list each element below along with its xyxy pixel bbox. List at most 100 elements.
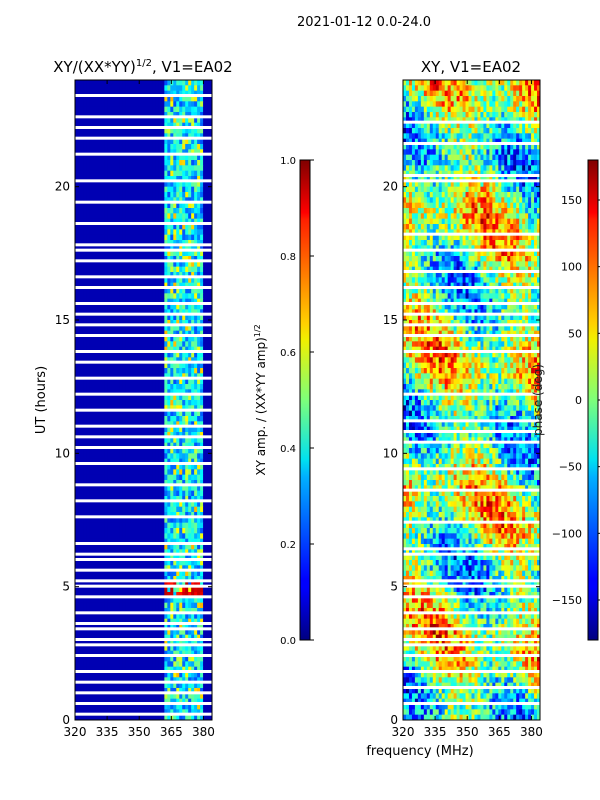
heatmap-cell xyxy=(176,522,180,529)
heatmap-cell xyxy=(131,410,135,417)
heatmap-cell xyxy=(149,581,153,588)
heatmap-cell xyxy=(176,549,180,556)
heatmap-cell xyxy=(155,560,159,566)
heatmap-cell xyxy=(197,85,201,92)
heatmap-cell xyxy=(179,640,183,646)
heatmap-cell xyxy=(75,592,79,598)
heatmap-cell xyxy=(164,389,168,396)
heatmap-cell xyxy=(200,117,204,124)
heatmap-cell xyxy=(188,602,192,609)
heatmap-cell xyxy=(146,128,150,134)
heatmap-cell xyxy=(98,378,103,385)
heatmap-cell xyxy=(152,400,156,406)
heatmap-cell xyxy=(167,160,171,166)
heatmap-cell xyxy=(152,240,156,246)
heatmap-cell xyxy=(110,645,115,652)
heatmap-cell xyxy=(77,405,82,412)
heatmap-cell xyxy=(173,421,177,428)
heatmap-cell xyxy=(194,405,198,412)
heatmap-cell xyxy=(191,618,195,625)
heatmap-cell xyxy=(176,229,180,236)
heatmap-cell xyxy=(77,128,82,134)
heatmap-cell xyxy=(176,389,180,396)
heatmap-cell xyxy=(89,512,94,518)
heatmap-cell xyxy=(86,517,91,524)
heatmap-cell xyxy=(197,528,201,534)
heatmap-cell xyxy=(98,416,103,422)
heatmap-cell xyxy=(194,501,198,508)
heatmap-cell xyxy=(86,448,91,454)
heatmap-cell xyxy=(203,208,207,214)
heatmap-cell xyxy=(83,416,88,422)
heatmap-cell xyxy=(80,170,85,177)
heatmap-cell xyxy=(77,384,82,390)
heatmap-cell xyxy=(191,389,195,396)
heatmap-cell xyxy=(107,565,112,572)
heatmap-cell xyxy=(113,421,118,428)
heatmap-cell xyxy=(86,640,91,646)
heatmap-cell xyxy=(149,186,153,193)
heatmap-cell xyxy=(77,357,82,364)
heatmap-cell xyxy=(80,117,85,124)
heatmap-cell xyxy=(116,405,121,412)
heatmap-cell xyxy=(143,570,147,577)
heatmap-cell xyxy=(137,213,141,220)
heatmap-cell xyxy=(131,90,135,97)
heatmap-cell xyxy=(104,288,109,294)
heatmap-cell xyxy=(194,117,198,124)
heatmap-cell xyxy=(209,330,213,337)
heatmap-cell xyxy=(134,154,138,161)
heatmap-cell xyxy=(146,496,150,502)
heatmap-cell xyxy=(155,506,159,513)
heatmap-cell xyxy=(125,176,130,182)
heatmap-cell xyxy=(185,645,189,652)
heatmap-cell xyxy=(86,522,91,529)
heatmap-cell xyxy=(86,330,91,337)
heatmap-cell xyxy=(155,634,159,641)
heatmap-cell xyxy=(152,538,156,545)
heatmap-cell xyxy=(170,442,174,449)
heatmap-cell xyxy=(137,645,141,652)
heatmap-cell xyxy=(203,357,207,364)
heatmap-cell xyxy=(86,341,91,348)
heatmap-cell xyxy=(128,640,132,646)
heatmap-cell xyxy=(86,656,91,662)
heatmap-cell xyxy=(161,506,165,513)
heatmap-cell xyxy=(146,192,150,198)
heatmap-cell xyxy=(95,277,100,284)
heatmap-cell xyxy=(203,565,207,572)
heatmap-cell xyxy=(206,624,210,630)
heatmap-cell xyxy=(98,85,103,92)
heatmap-cell xyxy=(98,282,103,289)
heatmap-cell xyxy=(209,592,213,598)
heatmap-cell xyxy=(197,250,201,257)
heatmap-cell xyxy=(167,320,171,326)
heatmap-cell xyxy=(80,112,85,118)
heatmap-cell xyxy=(206,165,210,172)
heatmap-cell xyxy=(83,618,88,625)
heatmap-cell xyxy=(140,501,144,508)
heatmap-cell xyxy=(131,288,135,294)
heatmap-cell xyxy=(206,378,210,385)
heatmap-cell xyxy=(122,256,127,262)
heatmap-cell xyxy=(107,421,112,428)
heatmap-cell xyxy=(146,538,150,545)
heatmap-cell xyxy=(83,261,88,268)
heatmap-cell xyxy=(95,160,100,166)
heatmap-cell xyxy=(203,96,207,102)
heatmap-cell xyxy=(119,618,124,625)
heatmap-cell xyxy=(197,122,201,129)
heatmap-cell xyxy=(149,266,153,273)
heatmap-cell xyxy=(161,96,165,102)
heatmap-cell xyxy=(80,138,85,145)
heatmap-cell xyxy=(89,560,94,566)
heatmap-cell xyxy=(95,245,100,252)
heatmap-cell xyxy=(92,506,97,513)
heatmap-cell xyxy=(206,565,210,572)
heatmap-cell xyxy=(155,149,159,156)
heatmap-cell xyxy=(179,522,183,529)
heatmap-cell xyxy=(101,325,106,332)
heatmap-cell xyxy=(146,304,150,310)
heatmap-cell xyxy=(206,298,210,305)
heatmap-cell xyxy=(206,176,210,182)
